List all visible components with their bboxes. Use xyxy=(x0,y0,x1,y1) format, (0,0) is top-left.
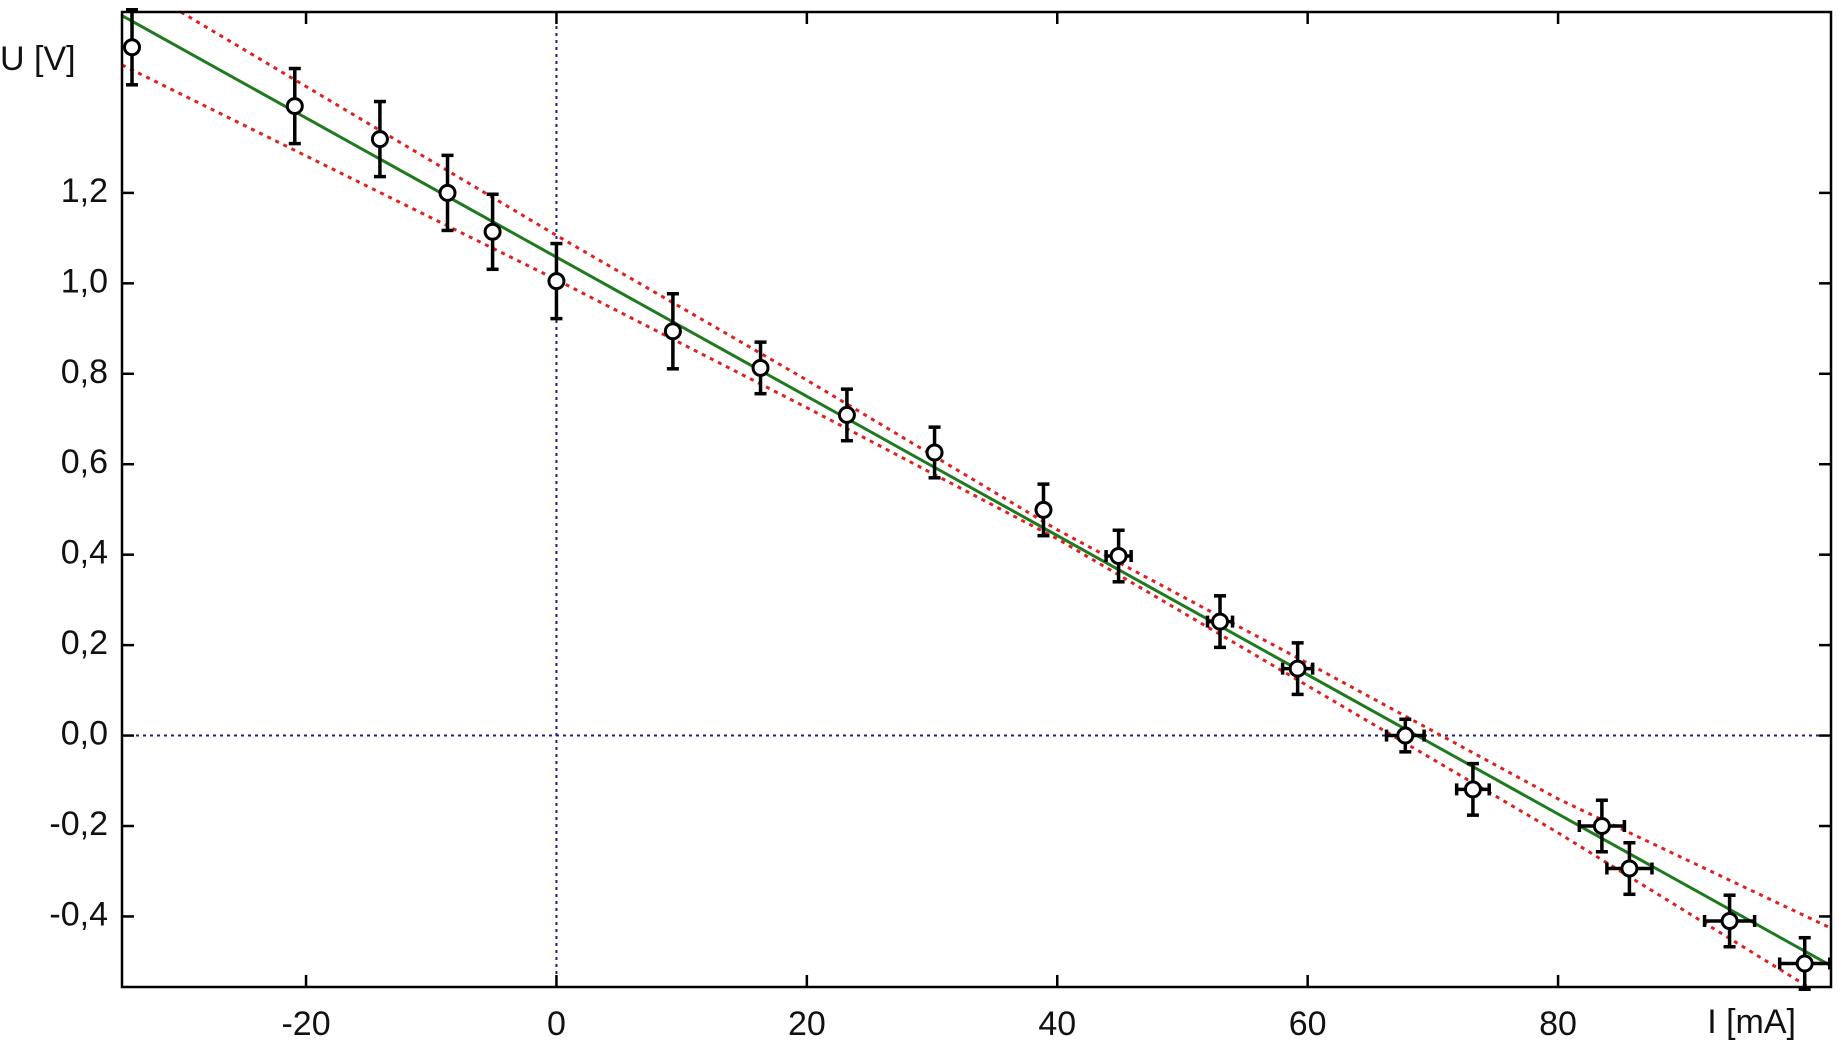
y-tick-label: -0,4 xyxy=(49,895,108,933)
data-point xyxy=(1288,659,1307,678)
x-tick-label: 0 xyxy=(547,1005,566,1043)
data-point xyxy=(1463,780,1482,799)
x-tick-label: 80 xyxy=(1539,1005,1577,1043)
confidence-line xyxy=(122,63,1810,987)
y-tick-label: 1,0 xyxy=(61,262,108,300)
data-point xyxy=(1795,954,1814,973)
data-point xyxy=(1396,726,1415,745)
data-point xyxy=(751,358,770,377)
data-point xyxy=(547,272,566,291)
y-tick-label: 0,2 xyxy=(61,624,108,662)
y-axis-label: U [V] xyxy=(0,40,76,78)
y-tick-label: 0,8 xyxy=(61,353,108,391)
y-tick-label: 0,6 xyxy=(61,443,108,481)
x-tick-label: 20 xyxy=(788,1005,826,1043)
fit-line xyxy=(122,14,1831,968)
data-point xyxy=(123,38,142,57)
data-point xyxy=(370,130,389,149)
y-tick-label: 1,2 xyxy=(61,172,108,210)
data-point xyxy=(483,222,502,241)
y-tick-label: -0,2 xyxy=(49,805,108,843)
x-axis-label: I [mA] xyxy=(1707,1003,1796,1041)
data-point xyxy=(925,443,944,462)
y-tick-label: 0,0 xyxy=(61,715,108,753)
data-point xyxy=(1211,612,1230,631)
x-tick-label: 40 xyxy=(1038,1005,1076,1043)
data-point xyxy=(1109,547,1128,566)
data-point xyxy=(1620,859,1639,878)
confidence-line xyxy=(180,12,1831,930)
data-point xyxy=(1720,911,1739,930)
x-tick-label: -20 xyxy=(281,1005,330,1043)
y-tick-label: 0,4 xyxy=(61,534,108,572)
data-point xyxy=(663,322,682,341)
data-point xyxy=(1034,500,1053,519)
x-tick-label: 60 xyxy=(1289,1005,1327,1043)
data-point xyxy=(1592,817,1611,836)
data-point xyxy=(285,97,304,116)
plot-frame xyxy=(120,10,1833,989)
data-point xyxy=(837,405,856,424)
data-point xyxy=(438,183,457,202)
